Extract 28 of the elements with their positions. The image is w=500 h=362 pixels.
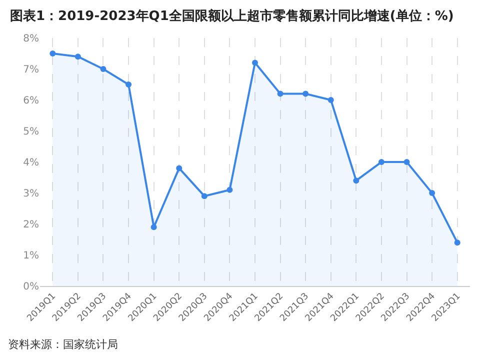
y-tick-label: 1% — [23, 250, 39, 262]
point — [302, 90, 309, 97]
text: 资料来源：国家统计局 — [8, 338, 118, 351]
point — [201, 193, 208, 200]
point — [454, 240, 460, 246]
point — [277, 90, 284, 97]
point — [252, 60, 258, 66]
point — [226, 186, 233, 193]
chart-title: 图表1：2019-2023年Q1全国限额以上超市零售额累计同比增速(单位：%) — [10, 8, 454, 24]
point — [100, 66, 106, 72]
point — [353, 178, 360, 184]
y-tick-label: 7% — [23, 64, 39, 76]
point — [328, 97, 334, 103]
y-tick-label: 6% — [23, 96, 39, 106]
y-tick-label: 0% — [23, 282, 39, 292]
point — [74, 54, 81, 60]
y-tick-label: 2% — [23, 220, 39, 230]
point — [378, 159, 384, 165]
y-tick-label: 5% — [23, 126, 39, 138]
y-tick-label: 8% — [23, 34, 39, 44]
point — [50, 50, 56, 56]
y-tick-label: 4% — [23, 158, 39, 168]
point — [176, 165, 182, 172]
y-tick-label: 3% — [23, 188, 39, 200]
point — [429, 190, 436, 196]
point — [150, 224, 157, 230]
point — [404, 159, 410, 165]
point — [126, 82, 132, 88]
